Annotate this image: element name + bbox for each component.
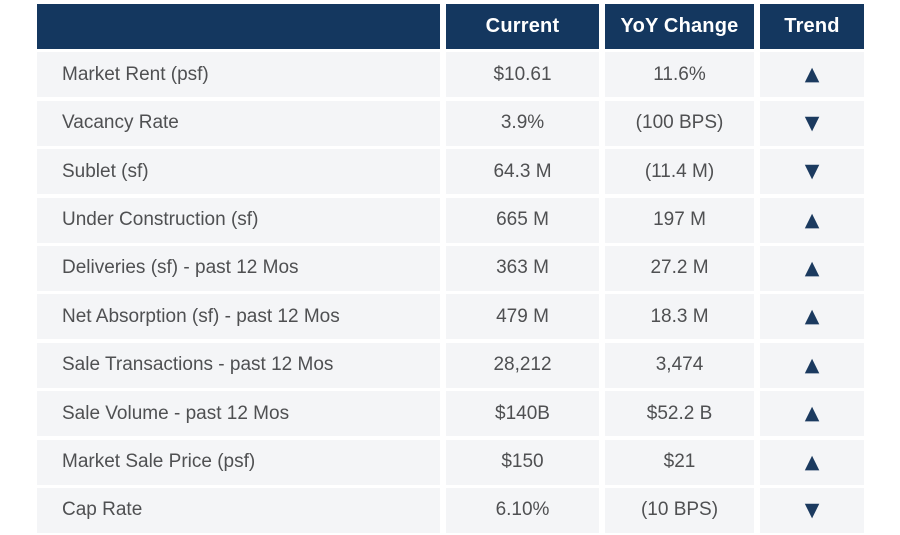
trend-down-icon: ▼ (804, 498, 820, 521)
header-trend: Trend (760, 4, 864, 49)
yoy-change-value: 11.6% (605, 52, 754, 98)
current-value: $150 (446, 439, 599, 485)
trend-cell: ▲ (760, 294, 864, 340)
trend-up-icon: ▲ (804, 305, 820, 328)
yoy-change-value: 27.2 M (605, 245, 754, 291)
current-value: $140B (446, 391, 599, 437)
metric-label: Sublet (sf) (37, 149, 440, 195)
current-value: 3.9% (446, 100, 599, 146)
current-value: 363 M (446, 245, 599, 291)
trend-up-icon: ▲ (804, 208, 820, 231)
current-value: 665 M (446, 197, 599, 243)
header-metric-blank (37, 4, 440, 49)
current-value: 64.3 M (446, 149, 599, 195)
trend-cell: ▼ (760, 100, 864, 146)
yoy-change-value: 3,474 (605, 342, 754, 388)
metric-label: Deliveries (sf) - past 12 Mos (37, 245, 440, 291)
trend-up-icon: ▲ (804, 63, 820, 86)
trend-up-icon: ▲ (804, 353, 820, 376)
trend-up-icon: ▲ (804, 450, 820, 473)
header-current: Current (446, 4, 599, 49)
metric-label: Sale Volume - past 12 Mos (37, 391, 440, 437)
yoy-change-value: 197 M (605, 197, 754, 243)
current-value: 28,212 (446, 342, 599, 388)
yoy-change-value: $21 (605, 439, 754, 485)
current-value: 6.10% (446, 487, 599, 533)
metric-label: Vacancy Rate (37, 100, 440, 146)
header-yoy-change: YoY Change (605, 4, 754, 49)
yoy-change-value: 18.3 M (605, 294, 754, 340)
metric-label: Under Construction (sf) (37, 197, 440, 243)
yoy-change-value: (11.4 M) (605, 149, 754, 195)
trend-cell: ▲ (760, 197, 864, 243)
metric-label: Sale Transactions - past 12 Mos (37, 342, 440, 388)
metric-label: Net Absorption (sf) - past 12 Mos (37, 294, 440, 340)
yoy-change-value: $52.2 B (605, 391, 754, 437)
metric-label: Market Rent (psf) (37, 52, 440, 98)
yoy-change-value: (100 BPS) (605, 100, 754, 146)
trend-cell: ▲ (760, 391, 864, 437)
trend-cell: ▼ (760, 487, 864, 533)
trend-down-icon: ▼ (804, 111, 820, 134)
trend-cell: ▲ (760, 342, 864, 388)
trend-cell: ▲ (760, 52, 864, 98)
trend-cell: ▼ (760, 149, 864, 195)
current-value: $10.61 (446, 52, 599, 98)
market-stats-table: Current YoY Change Trend Market Rent (ps… (37, 4, 864, 533)
current-value: 479 M (446, 294, 599, 340)
trend-up-icon: ▲ (804, 402, 820, 425)
trend-cell: ▲ (760, 439, 864, 485)
trend-up-icon: ▲ (804, 256, 820, 279)
trend-cell: ▲ (760, 245, 864, 291)
yoy-change-value: (10 BPS) (605, 487, 754, 533)
trend-down-icon: ▼ (804, 160, 820, 183)
metric-label: Cap Rate (37, 487, 440, 533)
metric-label: Market Sale Price (psf) (37, 439, 440, 485)
